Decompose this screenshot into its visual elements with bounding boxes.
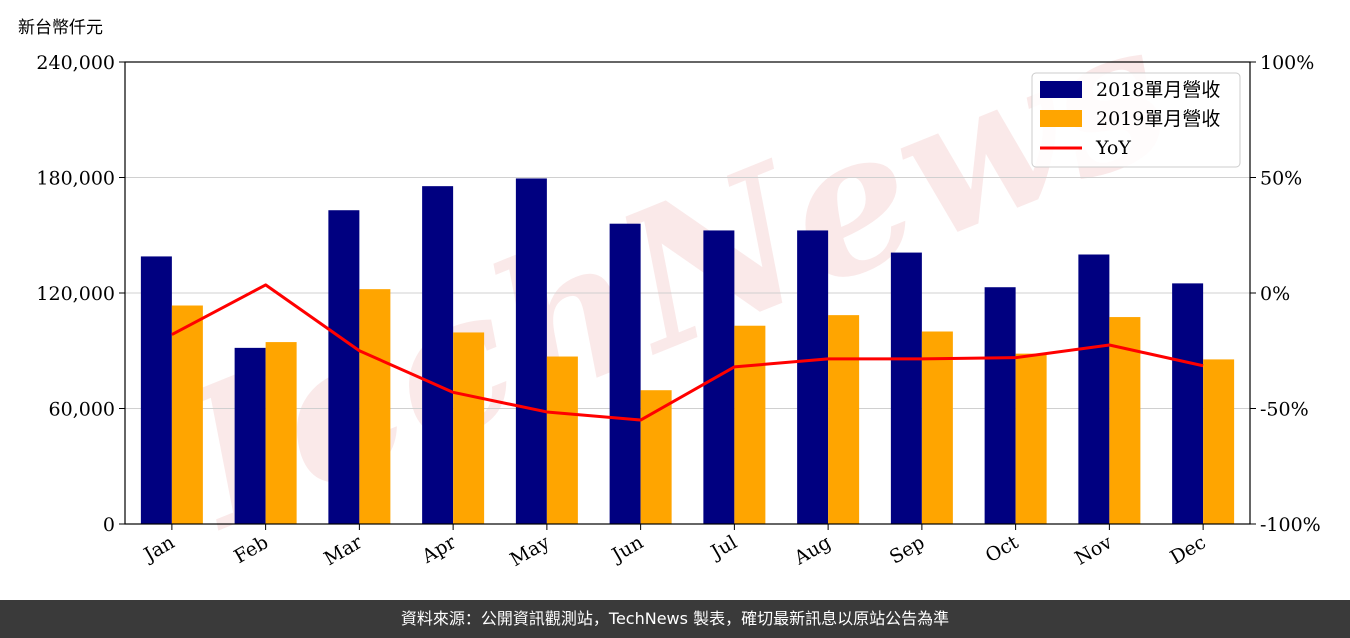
x-tick-label-jan: Jan (139, 531, 179, 567)
x-tick-label-may: May (506, 531, 553, 571)
bar-2019-feb (265, 342, 297, 524)
unit-label: 新台幣仟元 (18, 18, 103, 38)
y-right-tick-label: 0% (1260, 283, 1290, 305)
legend-label-2019: 2019單月營收 (1096, 108, 1220, 130)
bar-2019-dec (1203, 359, 1235, 524)
bar-2019-may (546, 356, 578, 524)
legend-box (1031, 72, 1241, 168)
legend-swatch-2018 (1040, 81, 1082, 98)
bar-2018-mar (328, 210, 360, 524)
x-tick-label-jul: Jul (706, 531, 741, 564)
y-left-tick-label: 60,000 (49, 399, 115, 421)
x-tick-label-sep: Sep (886, 531, 929, 568)
y-right-tick-label: 50% (1260, 168, 1302, 190)
legend-label-2018: 2018單月營收 (1096, 79, 1220, 101)
bar-2019-jan (171, 305, 203, 524)
chart-svg: TechNews 新台幣仟元 060,000120,000180,000240,… (18, 0, 1321, 580)
y-left-tick-label: 120,000 (36, 283, 115, 305)
bar-2018-apr (422, 186, 454, 524)
y-right-tick-label: 100% (1260, 52, 1314, 74)
bar-2018-jun (609, 223, 641, 524)
bar-2019-sep (921, 331, 953, 524)
y-left-tick-label: 240,000 (36, 52, 115, 74)
chart: TechNews 新台幣仟元 0 60,000 120,000 180,000 240,… (18, 0, 1321, 580)
y-left-tick-label: 180,000 (36, 168, 115, 190)
x-tick-label-aug: Aug (790, 531, 835, 570)
y-right-tick-label: -50% (1260, 399, 1309, 421)
bar-2019-oct (1015, 353, 1047, 524)
yoy-line (171, 283, 1204, 422)
bar-2018-may (515, 178, 547, 524)
x-tick-label-oct: Oct (982, 531, 1023, 567)
x-tick-label-jun: Jun (607, 531, 648, 567)
x-tick-label-nov: Nov (1071, 531, 1116, 570)
y-right-tick-label: -100% (1260, 514, 1321, 536)
bar-2019-mar (359, 289, 391, 524)
bar-2019-apr (453, 332, 485, 524)
legend-swatch-2019 (1040, 110, 1082, 127)
grid (125, 177, 1250, 409)
x-tick-label-apr: Apr (417, 531, 460, 568)
bar-2019-aug (828, 315, 860, 524)
bar-2018-jan (140, 256, 172, 524)
legend: 2018單月營收 2019單月營收 YoY (1031, 72, 1241, 168)
legend-label-yoy: YoY (1095, 137, 1131, 159)
bars (140, 178, 1235, 524)
bar-2019-jul (734, 325, 766, 524)
bar-2018-dec (1172, 283, 1204, 524)
bar-2018-oct (984, 287, 1016, 524)
source-footer: 資料來源：公開資訊觀測站，TechNews 製表，確切最新訊息以原站公告為準 (0, 600, 1350, 638)
bar-2018-nov (1078, 254, 1110, 524)
bar-2018-sep (890, 252, 922, 524)
y-left-tick-label: 0 (103, 514, 115, 536)
source-note: 資料來源：公開資訊觀測站，TechNews 製表，確切最新訊息以原站公告為準 (400, 609, 950, 628)
x-tick-label-dec: Dec (1166, 531, 1209, 569)
bar-2018-aug (797, 230, 829, 524)
bar-2018-feb (234, 347, 266, 524)
yoy-line-layer (171, 283, 1204, 422)
x-tick-label-mar: Mar (320, 531, 366, 570)
